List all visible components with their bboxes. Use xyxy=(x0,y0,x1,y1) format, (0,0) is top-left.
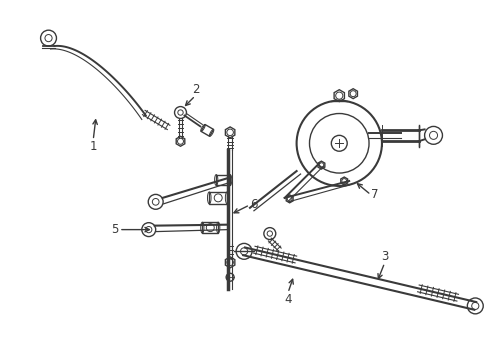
Text: 5: 5 xyxy=(112,223,119,236)
Text: 4: 4 xyxy=(284,293,292,306)
Text: 2: 2 xyxy=(192,83,199,96)
Text: 1: 1 xyxy=(90,140,97,153)
Text: 6: 6 xyxy=(250,198,257,211)
Text: 7: 7 xyxy=(371,188,378,201)
Text: 3: 3 xyxy=(381,250,389,263)
